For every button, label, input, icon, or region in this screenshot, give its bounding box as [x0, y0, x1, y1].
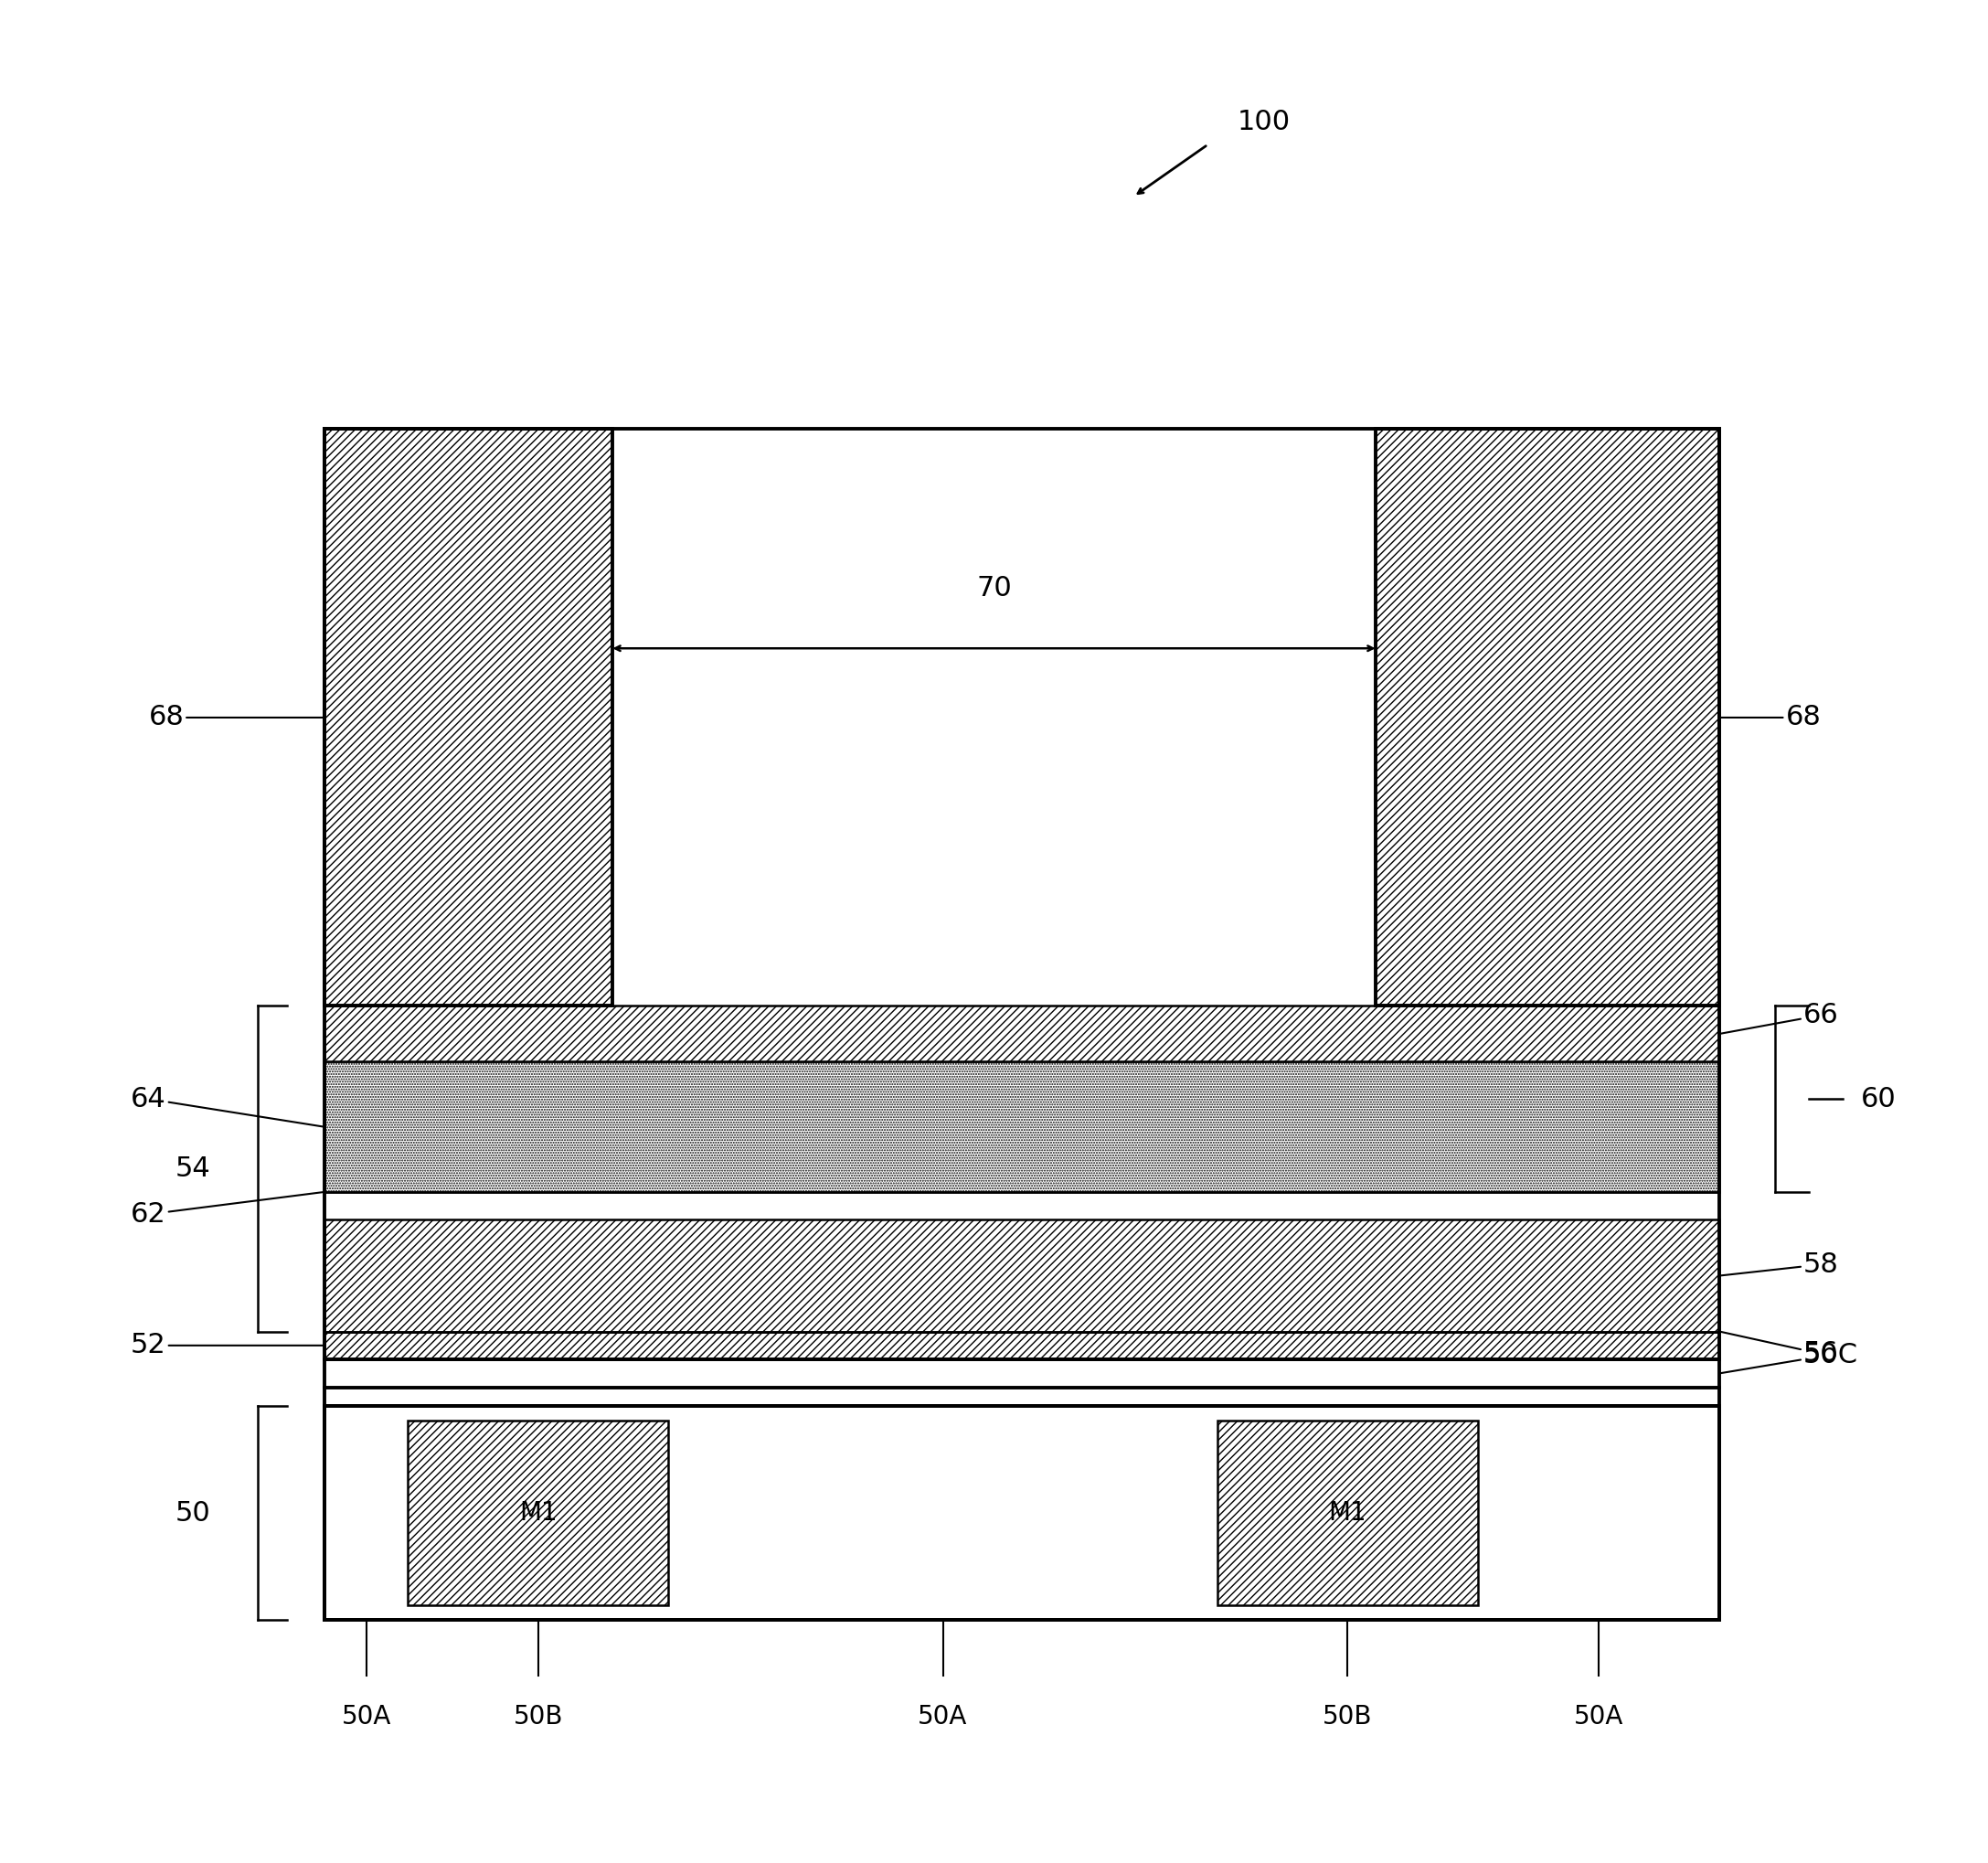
Text: 68: 68	[1720, 704, 1821, 730]
Text: 56: 56	[1720, 1332, 1839, 1367]
Text: 52: 52	[131, 1332, 324, 1358]
Bar	[1376, 428, 1720, 1006]
Text: 54: 54	[175, 1155, 211, 1181]
Text: 50C: 50C	[1720, 1341, 1859, 1373]
Text: M1: M1	[1328, 1500, 1366, 1526]
Bar	[324, 1407, 1720, 1619]
Bar	[324, 428, 612, 1006]
Text: 62: 62	[131, 1192, 324, 1228]
Bar	[408, 1421, 668, 1606]
Text: 50: 50	[175, 1500, 211, 1526]
Bar	[1217, 1421, 1477, 1606]
Bar	[324, 428, 1720, 1619]
Text: 100: 100	[1237, 108, 1290, 136]
Text: 50A: 50A	[918, 1703, 968, 1729]
Text: 60: 60	[1861, 1086, 1897, 1112]
Text: 50A: 50A	[1574, 1703, 1624, 1729]
Text: 64: 64	[131, 1086, 324, 1127]
Bar	[324, 1006, 1720, 1062]
Bar	[324, 1062, 1720, 1192]
Text: 68: 68	[149, 704, 324, 730]
Bar	[324, 1220, 1720, 1332]
Text: 66: 66	[1720, 1002, 1839, 1034]
Text: 50B: 50B	[513, 1703, 563, 1729]
Text: M1: M1	[519, 1500, 557, 1526]
Text: 70: 70	[976, 576, 1012, 602]
Text: 50B: 50B	[1322, 1703, 1372, 1729]
Bar	[324, 1332, 1720, 1360]
Text: 50A: 50A	[342, 1703, 392, 1729]
Text: 58: 58	[1720, 1252, 1839, 1278]
